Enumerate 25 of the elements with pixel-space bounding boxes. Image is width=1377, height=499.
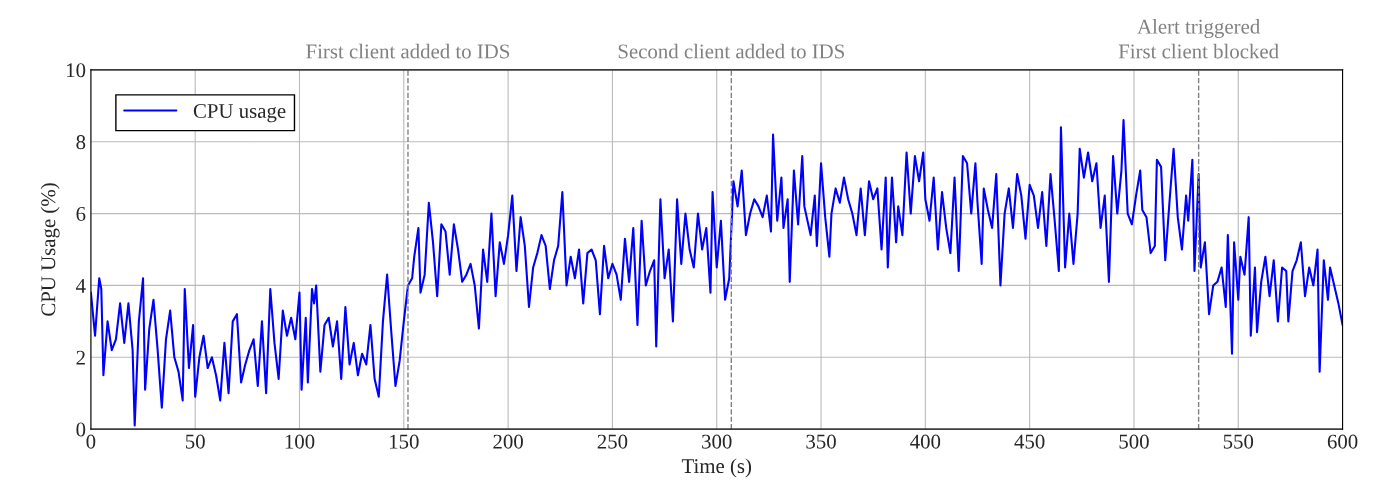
- ref-line-label: Second client added to IDS: [618, 43, 845, 59]
- x-tick-label: 200: [493, 434, 523, 449]
- x-tick-label: 450: [1014, 434, 1045, 449]
- x-tick-label: 500: [1119, 434, 1149, 449]
- y-tick-label: 0: [76, 422, 86, 437]
- x-tick-label: 350: [806, 434, 836, 449]
- x-tick-label: 250: [597, 434, 628, 449]
- x-tick-label: 400: [910, 434, 941, 449]
- x-tick-label: 150: [390, 434, 419, 449]
- x-axis-title: Time (s): [681, 458, 752, 478]
- y-tick-label: 4: [76, 278, 86, 293]
- legend-label: CPU usage: [193, 103, 286, 123]
- y-tick-label: 2: [76, 350, 85, 365]
- x-tick-label: 0: [86, 434, 96, 449]
- x-tick-label: 50: [185, 434, 205, 449]
- y-axis-title: CPU Usage (%): [40, 183, 60, 316]
- y-tick-label: 10: [67, 63, 86, 78]
- x-tick-label: 300: [702, 434, 732, 449]
- x-tick-label: 100: [285, 434, 315, 449]
- ref-line-label: First client added to IDS: [306, 43, 510, 59]
- y-tick-label: 8: [76, 135, 86, 150]
- x-tick-label: 600: [1327, 434, 1358, 449]
- ref-line-label: Alert triggered First client blocked: [1118, 19, 1279, 59]
- y-tick-label: 6: [76, 207, 86, 222]
- x-tick-label: 550: [1223, 434, 1254, 449]
